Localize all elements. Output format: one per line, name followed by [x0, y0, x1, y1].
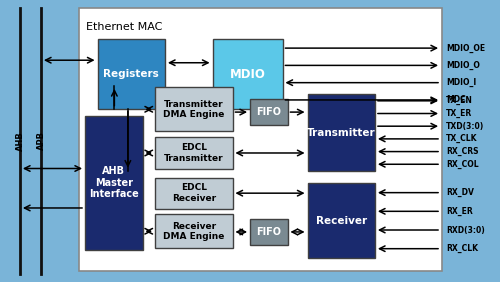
- Text: Transmitter
DMA Engine: Transmitter DMA Engine: [163, 100, 224, 119]
- Bar: [250, 219, 288, 245]
- Text: Receiver: Receiver: [316, 216, 367, 226]
- Text: Ethernet MAC: Ethernet MAC: [86, 22, 163, 32]
- Bar: [79, 8, 442, 271]
- Text: FIFO: FIFO: [256, 107, 281, 117]
- Bar: [155, 87, 232, 131]
- Text: TX_ER: TX_ER: [446, 109, 472, 118]
- Text: EDCL
Receiver: EDCL Receiver: [172, 184, 216, 203]
- Text: TX_CLK: TX_CLK: [446, 134, 478, 144]
- Text: MDIO_I: MDIO_I: [446, 78, 476, 87]
- Bar: [155, 137, 232, 169]
- Text: APB: APB: [36, 131, 46, 151]
- Text: RX_CLK: RX_CLK: [446, 244, 478, 253]
- Bar: [155, 178, 232, 209]
- Text: AHB
Master
Interface: AHB Master Interface: [89, 166, 138, 199]
- Bar: [250, 99, 288, 125]
- Text: TXD(3:0): TXD(3:0): [446, 122, 484, 131]
- Text: RX_ER: RX_ER: [446, 207, 473, 216]
- Text: TX_EN: TX_EN: [446, 96, 473, 105]
- Text: EDCL
Transmitter: EDCL Transmitter: [164, 143, 224, 163]
- Text: MDIO_OE: MDIO_OE: [446, 43, 485, 53]
- Text: RX_COL: RX_COL: [446, 160, 478, 169]
- Text: RXD(3:0): RXD(3:0): [446, 226, 485, 235]
- Bar: [308, 183, 375, 258]
- Text: Registers: Registers: [104, 69, 159, 79]
- Bar: [85, 116, 142, 250]
- Bar: [98, 39, 165, 109]
- Text: AHB: AHB: [16, 131, 24, 151]
- Text: Transmitter: Transmitter: [307, 127, 376, 138]
- Text: FIFO: FIFO: [256, 227, 281, 237]
- Text: MDC: MDC: [446, 95, 466, 104]
- Text: RX_CRS: RX_CRS: [446, 147, 478, 156]
- Text: Receiver
DMA Engine: Receiver DMA Engine: [163, 222, 224, 241]
- Bar: [212, 39, 282, 109]
- Bar: [155, 214, 232, 248]
- Text: MDIO: MDIO: [230, 67, 266, 81]
- Bar: [308, 94, 375, 171]
- Text: RX_DV: RX_DV: [446, 188, 474, 197]
- Text: MDIO_O: MDIO_O: [446, 61, 480, 70]
